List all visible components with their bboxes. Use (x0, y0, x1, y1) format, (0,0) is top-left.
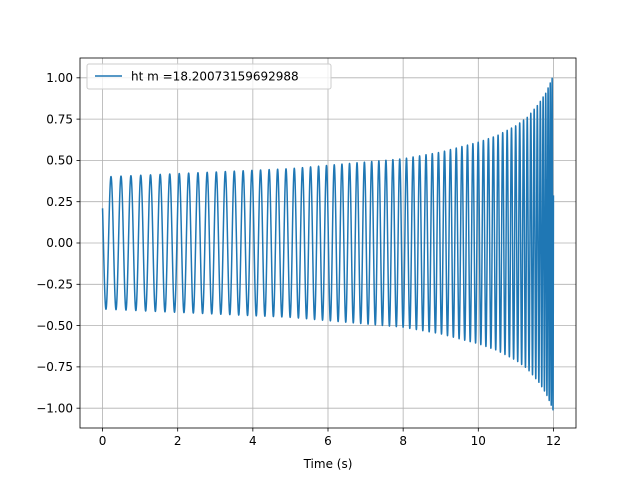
y-tick-label: 0.50 (46, 154, 73, 168)
y-tick-label: −0.50 (36, 319, 73, 333)
y-tick-label: 1.00 (46, 71, 73, 85)
y-tick-label: −1.00 (36, 401, 73, 415)
y-tick-label: 0.00 (46, 236, 73, 250)
x-tick-label: 2 (174, 434, 182, 448)
x-tick-label: 4 (249, 434, 257, 448)
legend-label: ht m =18.20073159692988 (131, 70, 299, 84)
x-tick-label: 8 (399, 434, 407, 448)
y-tick-label: −0.25 (36, 277, 73, 291)
x-axis-ticks: 0 2 4 6 8 10 12 (99, 428, 561, 448)
y-axis-ticks: −1.00 −0.75 −0.50 −0.25 0.00 0.25 0.50 0.75 1.00 (36, 71, 80, 415)
x-tick-label: 6 (324, 434, 332, 448)
x-tick-label: 0 (99, 434, 107, 448)
x-tick-label: 12 (546, 434, 561, 448)
x-axis-label: Time (s) (303, 457, 353, 471)
legend-frame (86, 63, 332, 90)
y-tick-label: 0.75 (46, 112, 73, 126)
legend: ht m =18.20073159692988 (86, 63, 332, 90)
signal-line (101, 77, 555, 411)
x-tick-label: 10 (471, 434, 486, 448)
y-tick-label: −0.75 (36, 360, 73, 374)
grid (80, 58, 576, 428)
plot-area (101, 77, 555, 411)
y-tick-label: 0.25 (46, 195, 73, 209)
